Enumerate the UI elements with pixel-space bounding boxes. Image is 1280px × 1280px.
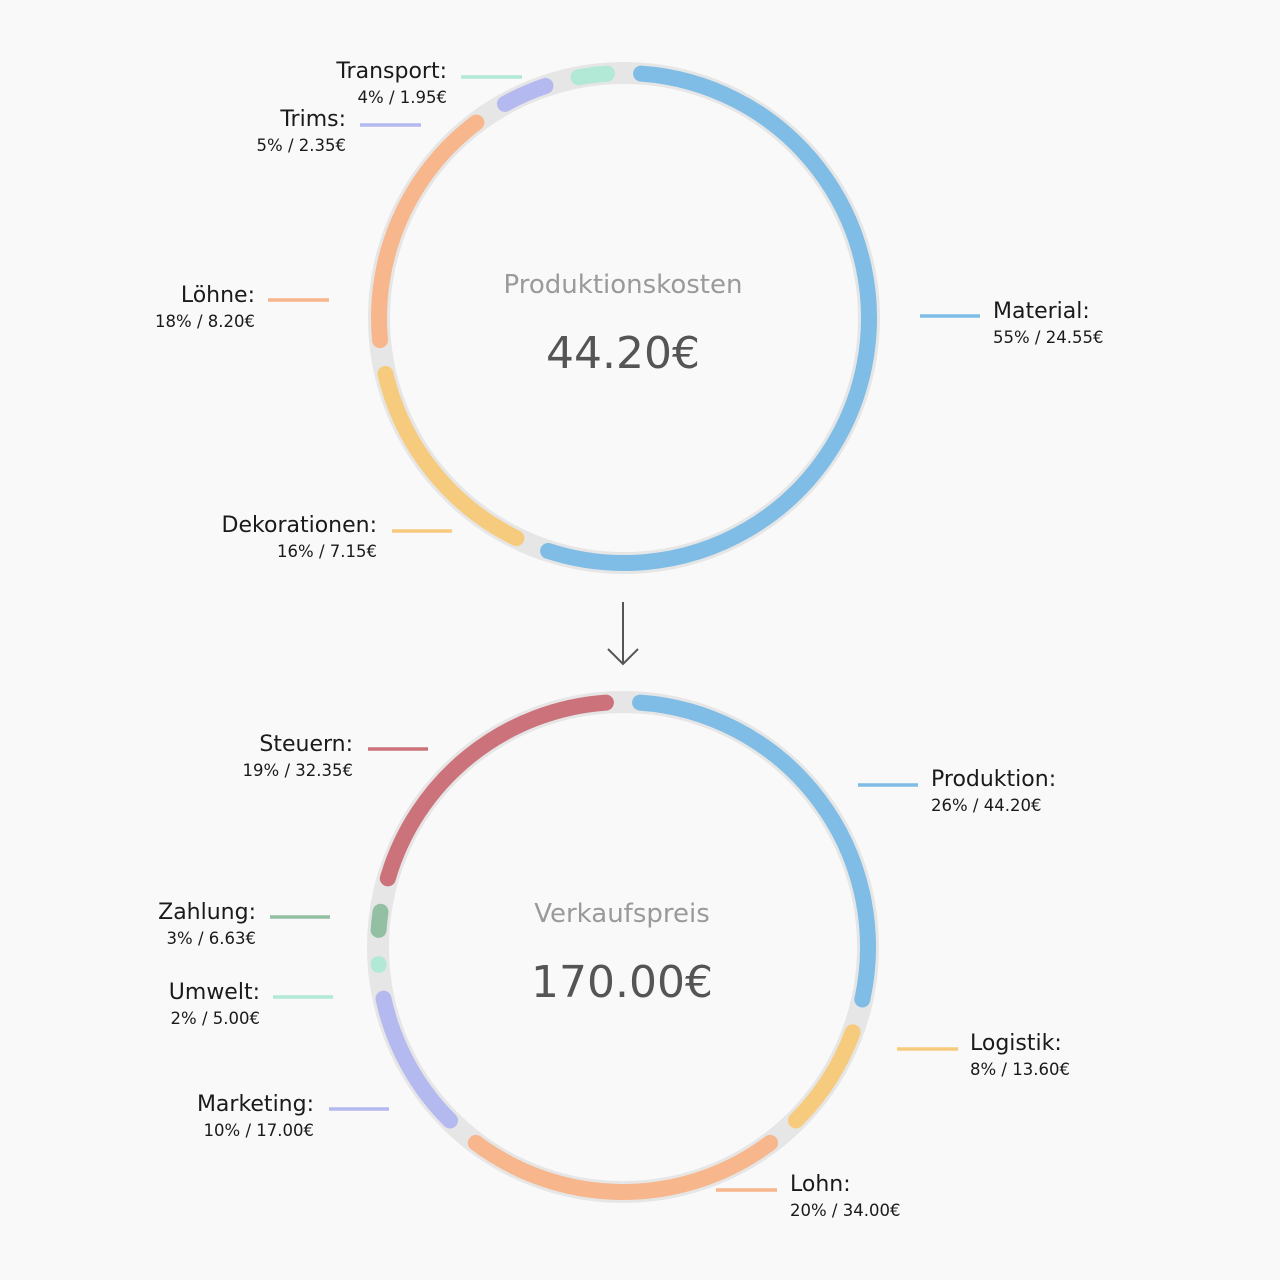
donut-total-value: 44.20€: [546, 328, 700, 379]
segment-label-loehne: Löhne:: [181, 283, 255, 308]
segment-value-logistik: 8% / 13.60€: [970, 1060, 1070, 1079]
segment-value-material: 55% / 24.55€: [993, 328, 1103, 347]
flow-arrow-icon: [607, 602, 639, 666]
segment-value-loehne: 18% / 8.20€: [155, 312, 255, 331]
segment-arc-produktion: [632, 694, 876, 1008]
donut-produktionskosten: Material: 55% / 24.55€ Dekorationen: 16% / …: [155, 59, 1103, 574]
segment-label-material: Material:: [993, 299, 1090, 324]
segment-arc-lohn: [467, 1134, 779, 1200]
donut-title: Verkaufspreis: [534, 899, 710, 929]
segment-arc-steuern: [379, 694, 614, 887]
donut-total-value: 170.00€: [531, 957, 713, 1008]
donut-verkaufspreis: Produktion: 26% / 44.20€ Logistik: 8% / 13.…: [158, 691, 1070, 1220]
segment-label-zahlung: Zahlung:: [158, 900, 256, 925]
segment-value-dekorationen: 16% / 7.15€: [277, 542, 377, 561]
segment-label-lohn: Lohn:: [790, 1172, 851, 1197]
segment-label-logistik: Logistik:: [970, 1031, 1062, 1056]
segment-arc-transport: [570, 65, 615, 86]
donut-title: Produktionskosten: [504, 270, 743, 300]
segment-value-umwelt: 2% / 5.00€: [171, 1009, 260, 1028]
segment-value-zahlung: 3% / 6.63€: [167, 929, 256, 948]
segment-label-umwelt: Umwelt:: [169, 980, 260, 1005]
segment-label-steuern: Steuern:: [259, 732, 353, 757]
segment-label-marketing: Marketing:: [197, 1092, 314, 1117]
segment-value-produktion: 26% / 44.20€: [931, 796, 1041, 815]
segment-arc-dekorationen: [377, 365, 525, 547]
segment-arc-loehne: [371, 114, 485, 349]
segment-label-transport: Transport:: [335, 59, 447, 84]
segment-value-steuern: 19% / 32.35€: [243, 761, 353, 780]
segment-value-marketing: 10% / 17.00€: [204, 1121, 314, 1140]
segment-value-trims: 5% / 2.35€: [257, 136, 346, 155]
segment-arc-material: [540, 65, 877, 571]
segment-arc-zahlung: [370, 903, 389, 938]
segment-value-lohn: 20% / 34.00€: [790, 1201, 900, 1220]
segment-value-transport: 4% / 1.95€: [358, 88, 447, 107]
segment-label-dekorationen: Dekorationen:: [222, 513, 377, 538]
segment-arc-marketing: [375, 990, 459, 1129]
segment-arc-logistik: [787, 1024, 861, 1129]
segment-label-produktion: Produktion:: [931, 767, 1056, 792]
segment-arc-trims: [496, 77, 554, 112]
segment-label-trims: Trims:: [279, 107, 346, 132]
